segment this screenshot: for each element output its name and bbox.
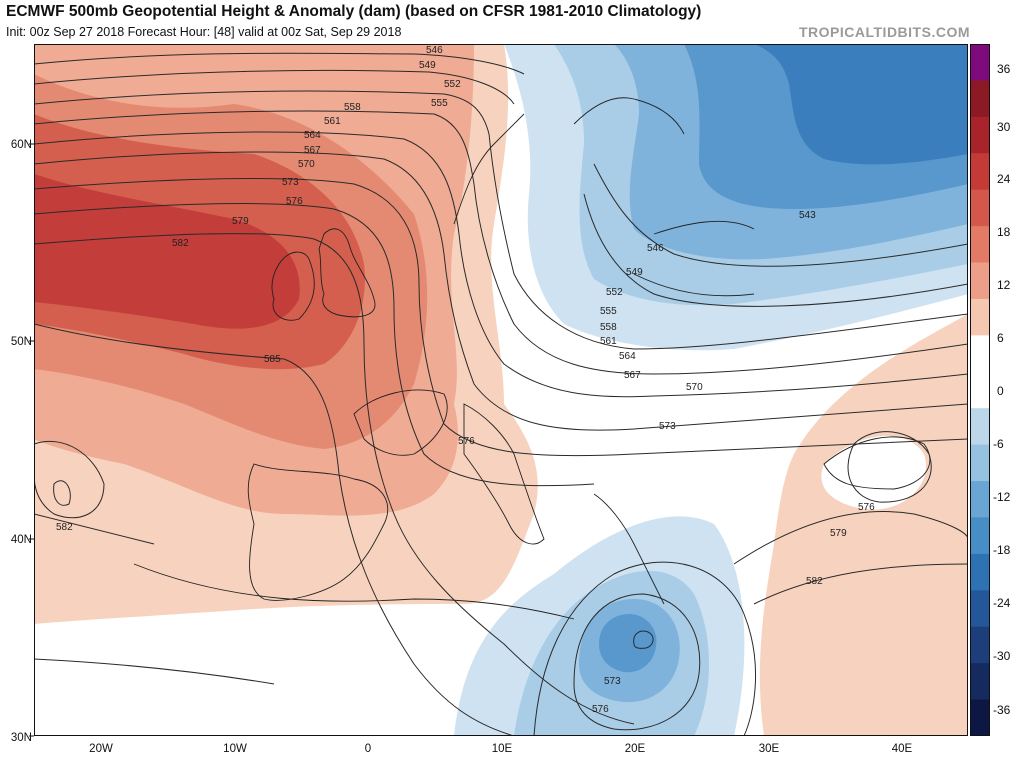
height-contours	[34, 52, 968, 736]
contour-label: 582	[172, 238, 189, 249]
colorbar-band	[970, 517, 990, 555]
colorbar-band	[970, 408, 990, 446]
contour-label: 576	[858, 502, 875, 513]
anomaly-colorbar	[970, 44, 990, 736]
colorbar-frame	[970, 44, 990, 736]
contour-label: 543	[799, 210, 816, 221]
contour-label: 558	[344, 102, 361, 113]
colorbar-tick: 0	[997, 384, 1004, 398]
contour-label: 561	[324, 116, 341, 127]
colorbar-tick: -12	[993, 490, 1011, 504]
colorbar-tick: 6	[997, 331, 1004, 345]
lat-tick-30: 30N	[11, 732, 32, 744]
lon-tick-10e: 10E	[492, 743, 513, 755]
contour-label: 552	[606, 287, 623, 298]
contour-label: 576	[286, 196, 303, 207]
lon-tick-10w: 10W	[223, 743, 247, 755]
contour-label: 582	[56, 522, 73, 533]
lon-tick-20e: 20E	[625, 743, 646, 755]
positive-anomaly-24	[34, 174, 300, 329]
contour-label: 567	[624, 370, 641, 381]
lat-tick-50: 50N	[11, 336, 32, 348]
contour-label: 561	[600, 336, 617, 347]
contour-label: 549	[419, 60, 436, 71]
colorbar-band	[970, 481, 990, 518]
colorbar-band	[970, 80, 990, 118]
contour-label: 573	[604, 676, 621, 687]
anomaly-neutral-east	[821, 435, 926, 510]
colorbar-tick: 24	[997, 172, 1011, 186]
negative-anomaly-24	[754, 44, 968, 165]
contour-label: 567	[304, 145, 321, 156]
lon-tick-20w: 20W	[89, 743, 113, 755]
colorbar-band	[970, 553, 990, 591]
colorbar-tick: -24	[993, 596, 1011, 610]
colorbar-band	[970, 699, 990, 736]
contour-label: 570	[298, 159, 315, 170]
colorbar-band	[970, 116, 990, 154]
contour-label: 546	[647, 243, 664, 254]
contour-label: 558	[600, 322, 617, 333]
colorbar-band	[970, 590, 990, 628]
colorbar-band	[970, 371, 990, 409]
contour-label: 570	[686, 382, 703, 393]
colorbar-band	[970, 444, 990, 482]
colorbar-tick: 18	[997, 225, 1011, 239]
anomaly-map: 546 549 552 555 558 561 564 567 570 573 …	[34, 44, 968, 736]
lon-tick-0: 0	[365, 743, 371, 755]
lon-tick-30e: 30E	[759, 743, 780, 755]
contour-label: 579	[232, 216, 249, 227]
colorbar-band	[970, 626, 990, 664]
negative-anomaly-med-18	[599, 614, 657, 673]
positive-anomaly-east	[759, 314, 968, 736]
contour-label: 582	[806, 576, 823, 587]
contour-labels: 546 549 552 555 558 561 564 567 570 573 …	[56, 45, 875, 715]
map-frame	[34, 44, 968, 736]
contour-label: 579	[830, 528, 847, 539]
contour-label: 573	[659, 421, 676, 432]
contour-label: 576	[458, 436, 475, 447]
colorbar-band	[970, 226, 990, 264]
colorbar-band	[970, 262, 990, 300]
lon-tick-40e: 40E	[892, 743, 913, 755]
colorbar-tick: 30	[997, 120, 1011, 134]
colorbar-tick: -36	[993, 703, 1011, 717]
coastlines	[133, 97, 931, 620]
contour-label: 555	[431, 98, 448, 109]
contour-label: 564	[304, 130, 321, 141]
contour-label: 555	[600, 306, 617, 317]
colorbar-tick: -6	[993, 437, 1004, 451]
colorbar-tick: -18	[993, 543, 1011, 557]
chart-subtitle: Init: 00z Sep 27 2018 Forecast Hour: [48…	[6, 25, 402, 39]
contour-label: 573	[282, 177, 299, 188]
contour-label: 552	[444, 79, 461, 90]
lat-tick-60: 60N	[11, 139, 32, 151]
chart-title: ECMWF 500mb Geopotential Height & Anomal…	[6, 3, 702, 20]
colorbar-band	[970, 335, 990, 373]
lat-tick-40: 40N	[11, 534, 32, 546]
colorbar-band	[970, 189, 990, 227]
brand-watermark[interactable]: TROPICALTIDBITS.COM	[798, 24, 970, 40]
colorbar-tick: 36	[997, 62, 1011, 76]
contour-label: 546	[426, 45, 443, 56]
contour-label: 585	[264, 354, 281, 365]
colorbar-band	[970, 44, 990, 81]
colorbar-tick: -30	[993, 649, 1011, 663]
colorbar-band	[970, 153, 990, 191]
colorbar-tick: 12	[997, 278, 1011, 292]
colorbar-labels: 36 30 24 18 12 6 0 -6 -12 -18 -24 -30 -3…	[993, 62, 1011, 717]
colorbar-band	[970, 663, 990, 701]
contour-label: 576	[592, 704, 609, 715]
colorbar-band	[970, 298, 990, 336]
contour-label: 564	[619, 351, 636, 362]
contour-label: 549	[626, 267, 643, 278]
